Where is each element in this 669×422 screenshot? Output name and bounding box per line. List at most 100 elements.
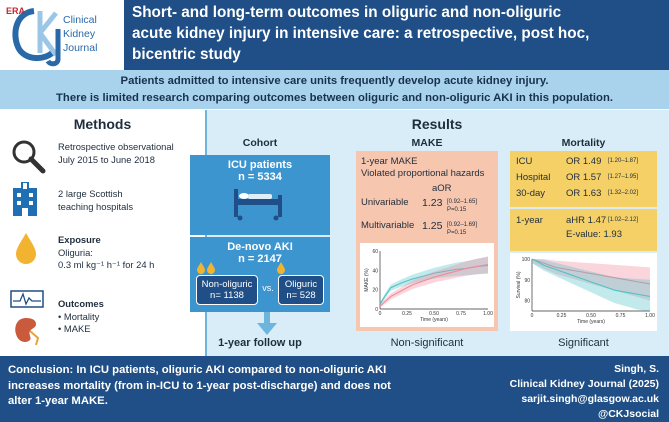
confidence-band	[532, 259, 650, 301]
y-axis-label: MAKE (%)	[364, 268, 370, 292]
mort-1year-label: 1-year	[516, 215, 543, 226]
make-line-2: Violated proportional hazards	[361, 168, 485, 179]
intro-line-2: There is limited research comparing outc…	[56, 92, 613, 104]
series-line	[379, 263, 489, 307]
oliguric-box: Oliguric n= 528	[278, 275, 324, 305]
x-tick-label: 1.00	[645, 313, 655, 319]
non-oliguric-box: Non-oliguric n= 1138	[196, 275, 258, 305]
down-arrow-icon	[257, 312, 277, 335]
citation: Singh, S. Clinical Kidney Journal (2025)…	[510, 362, 659, 422]
icu-n: n = 5334	[238, 171, 282, 183]
confidence-band	[380, 256, 488, 309]
mortality-1year: 1-year aHR 1.47 [1.02–2.12] E-value: 1.9…	[510, 209, 657, 251]
mort-row-hospital-label: Hospital	[516, 172, 551, 183]
page-title: Short- and long-term outcomes in oliguri…	[132, 2, 662, 65]
series-line	[531, 258, 651, 285]
exposure: Exposure Oliguria: 0.3 ml kg⁻¹ h⁻¹ for 2…	[58, 234, 154, 272]
mort-row-icu-ci: [1.20–1.87]	[608, 158, 639, 164]
logo-line-1: Clinical	[63, 14, 97, 26]
x-tick-label: 0.25	[557, 313, 567, 319]
magnifier-icon	[12, 140, 46, 174]
oliguric-n: n= 528	[286, 290, 316, 301]
author: Singh, S.	[614, 363, 659, 375]
conclusion-line-2: increases mortality (from in-ICU to 1-ye…	[8, 379, 391, 392]
logo-line-3: Journal	[63, 42, 98, 54]
aki-label: De-novo AKI	[227, 241, 293, 253]
conclusion-line-3: alter 1-year MAKE.	[8, 395, 108, 407]
mort-row-hospital-ci: [1.27–1.95]	[608, 174, 639, 180]
mort-evalue: E-value: 1.93	[566, 229, 622, 240]
ckj-logo-icon	[12, 8, 61, 67]
outcomes: Outcomes • Mortality • MAKE	[58, 298, 104, 336]
mort-1year-value: aHR 1.47	[566, 215, 607, 226]
mort-row-icu-value: OR 1.49	[566, 156, 602, 167]
make-km-plot: 0 20 40 60 0 0.25 0.50 0.75 1.00 Time (years) MAKE…	[360, 243, 494, 327]
make-row-univariable-value: 1.23	[422, 197, 443, 209]
hospitals: 2 large Scottish teaching hospitals	[58, 188, 133, 213]
conclusion-line-1: Conclusion: In ICU patients, oliguric AK…	[8, 364, 387, 376]
hospitals-line-2: teaching hospitals	[58, 200, 134, 212]
make-line-1: 1-year MAKE	[361, 156, 418, 167]
mort-row-30day-ci: [1.32–2.02]	[608, 190, 639, 196]
icu-label: ICU patients	[227, 159, 293, 171]
mort-row-icu-label: ICU	[516, 156, 533, 167]
y-tick-label: 100	[522, 257, 531, 263]
conclusion: Conclusion: In ICU patients, oliguric AK…	[8, 363, 448, 410]
y-tick-label: 40	[372, 268, 378, 274]
x-tick-label: 1.00	[483, 311, 493, 317]
hospitals-line-1: 2 large Scottish	[58, 188, 123, 199]
aki-n: n = 2147	[238, 253, 282, 265]
series-line	[531, 258, 651, 297]
x-tick-label: 0	[531, 313, 534, 319]
title-line-3: bicentric study	[132, 46, 241, 63]
survival-km-plot: 80 90 100 0 0.25 0.50 0.75 1.00 Time (years) Surv…	[516, 257, 655, 325]
make-box: 1-year MAKE Violated proportional hazard…	[356, 151, 498, 331]
x-tick-label: 0.75	[616, 313, 626, 319]
journal-logo: ERA Clinical Kidney Journal	[0, 0, 124, 70]
make-row-multivariable-value: 1.25	[422, 220, 443, 232]
y-tick-label: 90	[524, 278, 530, 284]
footer: Conclusion: In ICU patients, oliguric AK…	[0, 356, 669, 422]
outcome-make: • MAKE	[58, 323, 91, 334]
aki-box: De-novo AKI n = 2147 Non-oliguric n= 113…	[190, 237, 330, 312]
make-row-univariable-p: P=0.15	[447, 207, 467, 213]
make-row-multivariable-ci: [0.92–1.69]	[447, 222, 478, 228]
icu-patients-box: ICU patients n = 5334	[190, 155, 330, 235]
social-handle[interactable]: @CKJsocial	[597, 408, 659, 420]
intro-band: Patients admitted to intensive care unit…	[0, 70, 669, 109]
title-line-1: Short- and long-term outcomes in oliguri…	[132, 4, 562, 21]
y-tick-label: 80	[524, 299, 530, 305]
oliguric-label: Oliguric	[284, 279, 318, 290]
make-heading: MAKE	[411, 137, 443, 149]
header: ERA Clinical Kidney Journal Short- and l…	[0, 0, 669, 70]
methods-panel: Methods Retrospective observational July…	[0, 110, 205, 356]
title-line-2: acute kidney injury in intensive care: a…	[132, 25, 590, 42]
make-verdict: Non-significant	[390, 337, 464, 349]
mort-row-30day-value: OR 1.63	[566, 188, 602, 199]
logo-line-2: Kidney	[63, 28, 96, 40]
mortality-plot-area: 80 90 100 0 0.25 0.50 0.75 1.00 Time (years) Surv…	[510, 253, 657, 331]
study-design: Retrospective observational July 2015 to…	[58, 141, 174, 166]
mort-1year-ci: [1.02–2.12]	[608, 217, 639, 223]
mort-row-hospital-value: OR 1.57	[566, 172, 602, 183]
y-axis-label: Survival (%)	[516, 271, 522, 298]
outcomes-label: Outcomes	[58, 298, 104, 309]
ecg-monitor-icon	[10, 290, 44, 308]
author-email[interactable]: sarjit.singh@glasgow.ac.uk	[521, 393, 659, 405]
x-axis-label: Time (years)	[420, 317, 448, 323]
non-oliguric-label: Non-oliguric	[201, 279, 253, 290]
mortality-box: ICU OR 1.49 [1.20–1.87] Hospital OR 1.57…	[510, 151, 657, 331]
followup-label: 1-year follow up	[218, 337, 302, 349]
methods-heading: Methods	[73, 116, 132, 132]
versus-label: vs.	[262, 283, 274, 293]
y-tick-label: 20	[372, 288, 378, 294]
results-heading: Results	[411, 116, 463, 132]
hospital-bed-icon	[234, 189, 282, 221]
x-tick-label: 0	[379, 311, 382, 317]
mortality-verdict: Significant	[558, 337, 609, 349]
droplet-icon	[16, 233, 36, 264]
y-tick-label: 60	[372, 249, 378, 255]
mortality-heading: Mortality	[561, 137, 606, 149]
droplet-pair-icon	[197, 262, 215, 274]
kidney-icon	[15, 318, 40, 346]
